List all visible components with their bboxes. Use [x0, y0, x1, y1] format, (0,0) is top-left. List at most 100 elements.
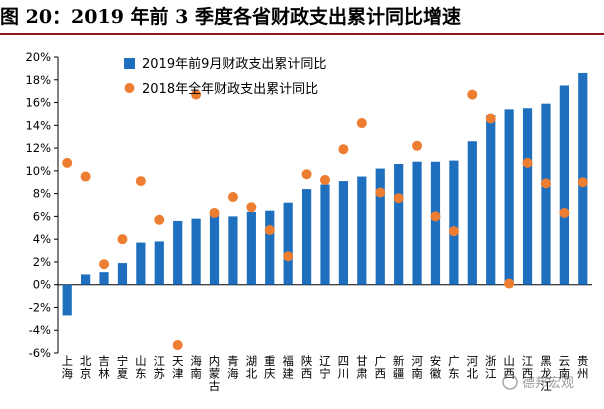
legend-dot-label: 2018年全年财政支出累计同比 [142, 81, 318, 97]
bar-陕西 [301, 189, 312, 285]
x-tick-label-char: 北 [467, 367, 479, 381]
bar-青海 [228, 216, 238, 285]
x-tick-label-char: 辽 [319, 354, 331, 368]
point-福建 [283, 251, 294, 262]
y-tick-label: 12% [25, 141, 51, 155]
x-tick-label-char: 海 [227, 367, 239, 381]
bar-江西 [522, 108, 533, 285]
y-tick-label: -6% [29, 346, 51, 360]
bar-河北 [467, 141, 477, 285]
point-海南 [191, 89, 202, 100]
x-tick-label-char: 南 [559, 367, 571, 381]
x-tick-label-char: 湖 [246, 354, 258, 368]
x-tick-label-char: 川 [338, 367, 350, 381]
bar-海南 [191, 218, 201, 285]
y-tick-label: -4% [29, 323, 51, 337]
point-河北 [467, 89, 478, 100]
y-tick-label: 18% [25, 73, 51, 87]
x-tick-label-char: 庆 [264, 367, 276, 381]
bar-广东 [449, 160, 459, 285]
y-tick-label: 8% [33, 187, 51, 201]
point-重庆 [264, 225, 275, 236]
x-tick-label-char: 龙 [540, 367, 552, 381]
x-tick-label-char: 蒙 [209, 367, 221, 381]
y-tick-label: 4% [33, 232, 51, 246]
watermark-logo-icon [502, 374, 518, 390]
title-divider [0, 33, 604, 35]
point-湖北 [246, 202, 257, 213]
x-tick-label-char: 内 [209, 354, 221, 368]
x-tick-label-char: 黑 [540, 354, 552, 368]
x-tick-label-char: 宁 [117, 354, 129, 368]
y-tick-label: 16% [25, 96, 51, 110]
point-河南 [412, 140, 423, 151]
bar-宁夏 [117, 263, 128, 285]
x-tick-label-char: 北 [246, 367, 258, 381]
point-宁夏 [117, 234, 128, 245]
point-北京 [80, 171, 91, 182]
x-tick-label-char: 浙 [485, 354, 497, 368]
bar-福建 [283, 202, 293, 285]
x-tick-label-char: 州 [577, 367, 589, 381]
bar-甘肃 [357, 176, 367, 285]
bar-云南 [559, 85, 569, 285]
x-tick-label-char: 北 [80, 354, 92, 368]
x-tick-label-char: 贵 [577, 354, 589, 368]
point-广西 [375, 187, 386, 198]
x-tick-label-char: 山 [135, 354, 147, 368]
x-tick-label-char: 海 [190, 354, 202, 368]
x-tick-label-char: 新 [393, 354, 405, 368]
point-甘肃 [356, 118, 367, 129]
point-四川 [338, 144, 349, 155]
point-广东 [448, 226, 459, 237]
bar-天津 [173, 220, 183, 285]
x-tick-label-char: 建 [282, 367, 294, 381]
bar-山西 [504, 109, 514, 285]
bar-四川 [338, 181, 349, 285]
bar-浙江 [486, 115, 496, 285]
y-tick-label: 10% [25, 164, 51, 178]
x-tick-label-char: 重 [264, 354, 276, 368]
bar-内蒙古 [209, 215, 220, 285]
point-天津 [172, 340, 183, 351]
x-tick-label-char: 江 [154, 354, 166, 368]
x-tick-label-char: 南 [190, 367, 202, 381]
x-tick-label-char: 福 [282, 354, 294, 368]
watermark-text: 德邦宏观 [522, 376, 574, 391]
point-内蒙古 [209, 207, 220, 218]
point-贵州 [577, 177, 588, 188]
x-tick-label-char: 江 [485, 367, 497, 381]
bar-吉林 [99, 272, 109, 285]
bar-新疆 [394, 164, 404, 285]
legend-bar-swatch [124, 58, 135, 69]
x-tick-label-char: 山 [503, 354, 515, 368]
x-tick-label-char: 甘 [356, 354, 368, 368]
x-tick-label-char: 江 [522, 354, 534, 368]
x-tick-label-char: 徽 [430, 367, 442, 381]
point-陕西 [301, 169, 312, 180]
bar-湖北 [246, 211, 256, 285]
x-tick-label-char: 肃 [356, 367, 368, 381]
x-tick-label-char: 疆 [393, 367, 405, 381]
x-tick-label-char: 海 [61, 367, 73, 381]
x-tick-label-char: 京 [80, 367, 92, 381]
x-tick-label-char: 河 [411, 354, 423, 368]
y-tick-label: 0% [33, 278, 51, 292]
x-tick-label-char: 津 [172, 367, 184, 381]
x-tick-label-char: 西 [503, 367, 515, 381]
chart: -6%-4%-2%0%2%4%6%8%10%12%14%16%18%20%上海北… [25, 50, 592, 393]
x-tick-label-char: 东 [135, 367, 147, 381]
y-tick-label: 20% [25, 50, 51, 64]
point-辽宁 [320, 174, 330, 185]
point-青海 [227, 192, 238, 203]
x-tick-label-char: 林 [98, 367, 110, 381]
point-江西 [522, 157, 533, 168]
x-tick-label-char: 东 [448, 367, 460, 381]
bar-上海 [62, 284, 72, 316]
point-吉林 [99, 259, 110, 270]
bar-河南 [412, 161, 422, 285]
x-tick-label-char: 西 [301, 367, 313, 381]
y-tick-label: 2% [33, 255, 51, 269]
x-tick-label-char: 夏 [117, 367, 129, 381]
x-tick-label-char: 广 [374, 354, 386, 368]
